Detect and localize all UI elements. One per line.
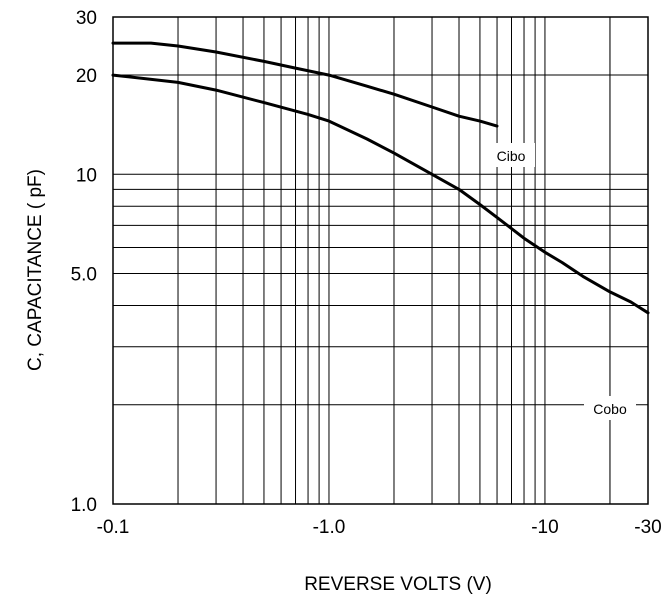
series-label-cibo: Cibo <box>497 148 526 164</box>
series-label-cobo: Cobo <box>593 401 627 417</box>
callout-box-cibo <box>487 143 535 167</box>
x-axis-title: REVERSE VOLTS (V) <box>304 574 492 595</box>
y-tick-label: 5.0 <box>71 265 97 286</box>
y-tick-label: 30 <box>76 8 97 29</box>
x-tick-label: -1.0 <box>313 517 346 538</box>
y-axis-title: C, CAPACITANCE ( pF) <box>25 169 46 371</box>
series-line-cobo <box>111 73 650 315</box>
series-lines <box>111 41 650 315</box>
y-tick-label: 1.0 <box>71 495 97 516</box>
x-tick-label: -10 <box>531 517 558 538</box>
callout-box-cobo <box>584 396 636 420</box>
y-tick-label: 20 <box>76 66 97 87</box>
grid <box>113 17 648 504</box>
tick-labels: -0.1 -1.0 -10 -30 1.0 5.0 10 20 30 <box>71 8 662 538</box>
x-tick-label: -0.1 <box>97 517 130 538</box>
x-tick-label: -30 <box>634 517 661 538</box>
series-callouts: Cibo Cobo <box>487 143 636 420</box>
y-tick-label: 10 <box>76 165 97 186</box>
series-line-cibo <box>111 41 499 128</box>
plot-frame <box>112 16 649 505</box>
